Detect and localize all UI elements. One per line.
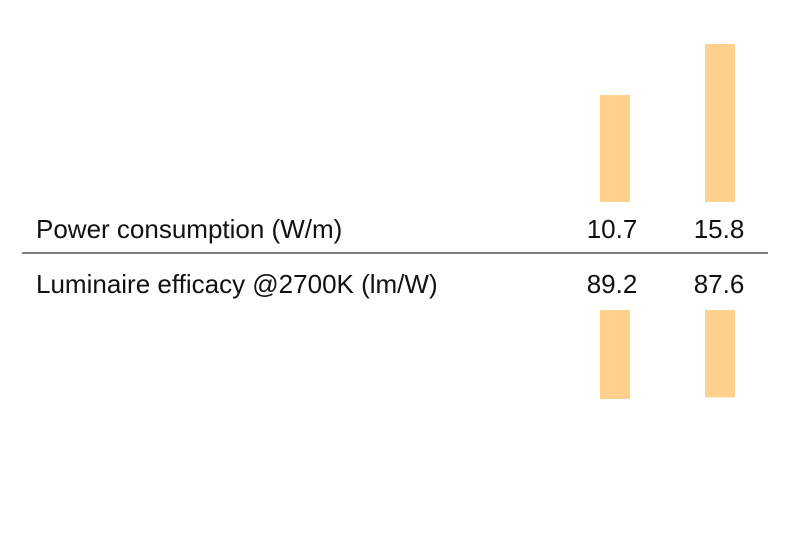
row-label-efficacy: Luminaire efficacy @2700K (lm/W) [36,269,438,299]
bar-row0-col1 [705,44,735,202]
bar-row0-col0 [600,95,630,202]
row-label-power: Power consumption (W/m) [36,214,342,244]
bar-row1-col0 [600,310,630,399]
bar-group [600,44,735,399]
bar-row1-col1 [705,310,735,398]
value-label-efficacy-2: 87.6 [694,269,745,299]
value-label-power-1: 10.7 [587,214,638,244]
value-label-efficacy-1: 89.2 [587,269,638,299]
value-label-power-2: 15.8 [694,214,745,244]
